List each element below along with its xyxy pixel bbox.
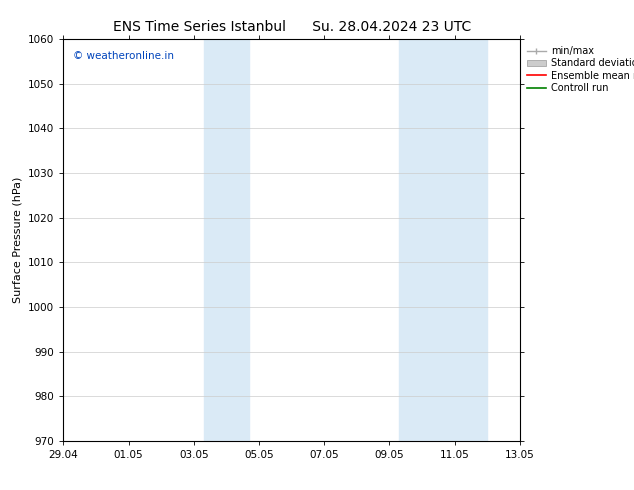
Bar: [399, 39, 488, 441]
Title: ENS Time Series Istanbul      Su. 28.04.2024 23 UTC: ENS Time Series Istanbul Su. 28.04.2024 …: [112, 20, 471, 34]
Text: © weatheronline.in: © weatheronline.in: [72, 51, 174, 61]
Legend: min/max, Standard deviation, Ensemble mean run, Controll run: min/max, Standard deviation, Ensemble me…: [525, 44, 634, 95]
Y-axis label: Surface Pressure (hPa): Surface Pressure (hPa): [13, 177, 23, 303]
Bar: [204, 39, 249, 441]
